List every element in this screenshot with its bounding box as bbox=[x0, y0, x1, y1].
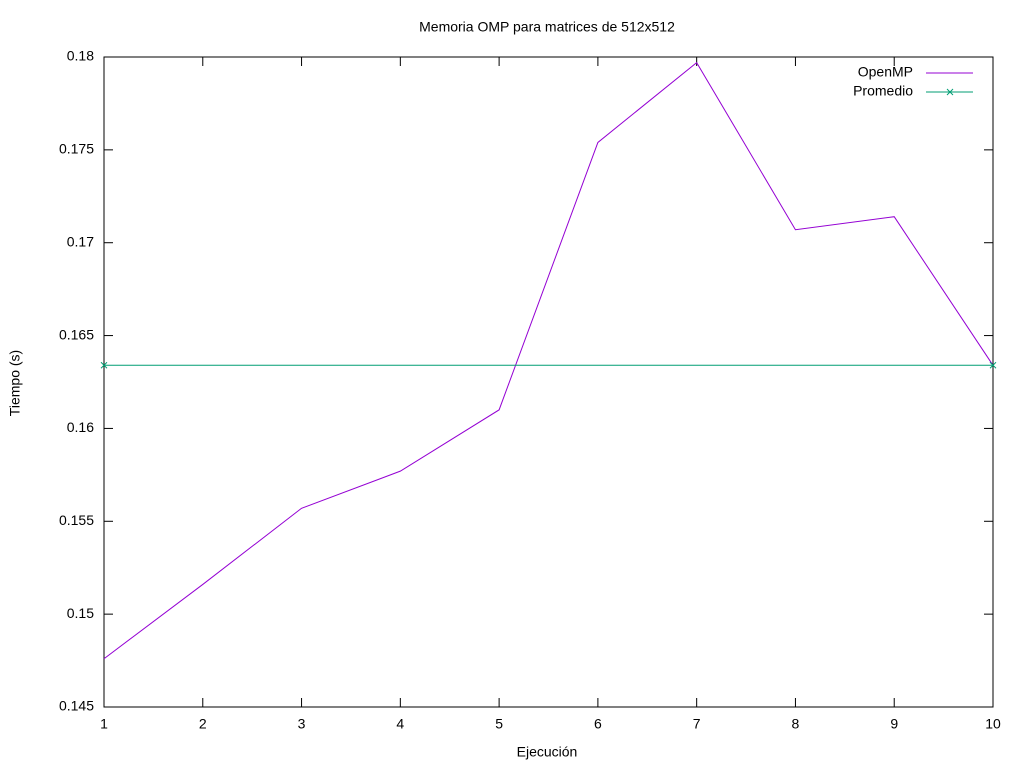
x-tick-label: 2 bbox=[199, 716, 207, 732]
y-axis-label: Tiempo (s) bbox=[7, 350, 23, 416]
point-marker bbox=[100, 361, 108, 369]
point-marker bbox=[989, 361, 997, 369]
y-tick-label: 0.17 bbox=[67, 233, 94, 249]
chart-title: Memoria OMP para matrices de 512x512 bbox=[419, 19, 675, 35]
marker-stroke bbox=[946, 88, 954, 96]
point-marker bbox=[946, 88, 954, 96]
y-tick-label: 0.175 bbox=[59, 141, 94, 157]
y-tick-label: 0.145 bbox=[59, 698, 94, 714]
y-tick-label: 0.16 bbox=[67, 419, 94, 435]
x-tick-label: 5 bbox=[495, 716, 503, 732]
x-tick-label: 8 bbox=[792, 716, 800, 732]
marker-stroke bbox=[100, 361, 108, 369]
x-tick-label: 7 bbox=[693, 716, 701, 732]
legend-label: Promedio bbox=[853, 83, 913, 99]
x-axis-label: Ejecución bbox=[517, 744, 578, 760]
plot-border bbox=[103, 56, 994, 708]
x-tick-label: 4 bbox=[396, 716, 404, 732]
x-tick-label: 1 bbox=[100, 716, 108, 732]
y-tick-label: 0.155 bbox=[59, 512, 94, 528]
x-tick-label: 6 bbox=[594, 716, 602, 732]
y-tick-label: 0.18 bbox=[67, 48, 94, 64]
data-line bbox=[103, 61, 994, 660]
x-tick-label: 3 bbox=[298, 716, 306, 732]
marker-stroke bbox=[989, 361, 997, 369]
y-tick-label: 0.165 bbox=[59, 326, 94, 342]
y-tick-label: 0.15 bbox=[67, 605, 94, 621]
legend-label: OpenMP bbox=[858, 64, 913, 80]
x-tick-label: 10 bbox=[985, 716, 1001, 732]
x-tick-label: 9 bbox=[890, 716, 898, 732]
